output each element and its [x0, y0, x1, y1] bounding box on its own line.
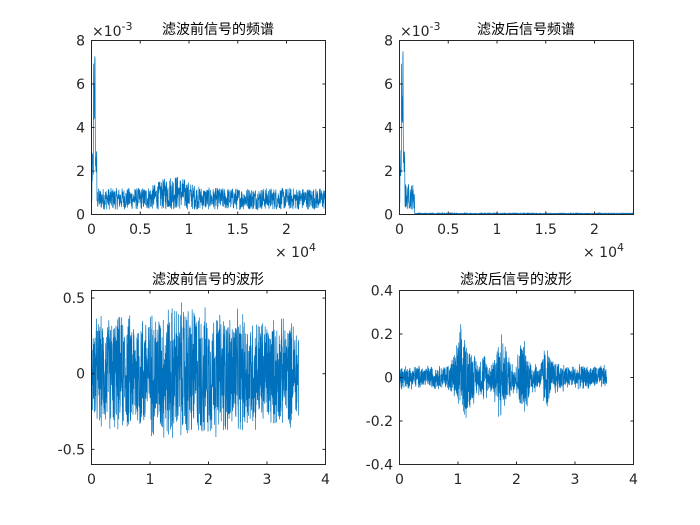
x-tick-label: 0 — [87, 222, 96, 238]
x-tick-label: 3 — [263, 472, 272, 488]
subplot-title: 滤波前信号的波形 — [152, 271, 264, 288]
subplot-1: 0 0.5 1 1.5 2 0 2 4 6 8 ×10-3 × 104 滤波前信号的频谱 — [76, 20, 326, 261]
y-tick-label: 8 — [384, 34, 393, 50]
y-tick-label: 4 — [76, 121, 85, 137]
y-tick-label: 0.4 — [371, 284, 393, 300]
y-tick-label: -0.5 — [58, 442, 85, 458]
subplot-2: 0 0.5 1 1.5 2 0 2 4 6 8 ×10-3 × 104 滤波后信号频谱 — [384, 20, 634, 261]
y-tick-label: -0.2 — [366, 414, 393, 430]
subplot-title: 滤波后信号频谱 — [477, 22, 575, 38]
y-tick-label: 0 — [76, 208, 85, 224]
axes-box — [91, 40, 326, 215]
subplot-title: 滤波后信号的波形 — [460, 272, 572, 288]
axes-box — [399, 40, 634, 215]
y-exponent-label: ×10-3 — [400, 20, 441, 40]
y-tick-label: 0 — [384, 371, 393, 387]
y-exponent-label: ×10-3 — [92, 20, 133, 40]
x-tick-label: 0 — [395, 472, 404, 488]
y-tick-label: 6 — [384, 77, 393, 93]
x-tick-label: 1.5 — [535, 222, 557, 238]
x-tick-label: 4 — [321, 472, 330, 488]
x-tick-label: 1.5 — [227, 222, 249, 238]
y-tick-label: 4 — [384, 121, 393, 137]
y-tick-label: 2 — [384, 164, 393, 180]
y-tick-label: -0.4 — [366, 458, 393, 474]
x-exponent-label: × 104 — [275, 241, 316, 261]
subplot-4: 0 1 2 3 4 -0.4 -0.2 0 0.2 0.4 滤波后信号的波形 — [366, 272, 638, 488]
y-tick-label: 0 — [76, 367, 85, 383]
subplot-title: 滤波前信号的频谱 — [162, 21, 274, 38]
x-tick-label: 0.5 — [129, 222, 151, 238]
x-tick-label: 1 — [185, 222, 194, 238]
y-tick-label: 6 — [76, 77, 85, 93]
x-tick-label: 1 — [146, 472, 155, 488]
x-tick-label: 2 — [204, 472, 213, 488]
x-tick-label: 2 — [512, 472, 521, 488]
series-line — [91, 56, 325, 211]
series-line — [399, 51, 633, 214]
x-tick-label: 0 — [87, 472, 96, 488]
y-tick-label: 0.5 — [63, 291, 85, 307]
x-tick-label: 3 — [571, 472, 580, 488]
y-tick-label: 0 — [384, 208, 393, 224]
x-tick-label: 1 — [454, 472, 463, 488]
x-tick-label: 4 — [629, 472, 638, 488]
y-tick-label: 2 — [76, 164, 85, 180]
x-tick-label: 1 — [493, 222, 502, 238]
y-tick-label: 8 — [76, 34, 85, 50]
series-line — [399, 324, 608, 418]
y-tick-label: 0.2 — [371, 327, 393, 343]
x-tick-label: 2 — [282, 222, 291, 238]
x-tick-label: 0.5 — [437, 222, 459, 238]
x-tick-label: 2 — [590, 222, 599, 238]
x-exponent-label: × 104 — [583, 241, 624, 261]
x-tick-label: 0 — [395, 222, 404, 238]
series-line — [91, 302, 300, 438]
